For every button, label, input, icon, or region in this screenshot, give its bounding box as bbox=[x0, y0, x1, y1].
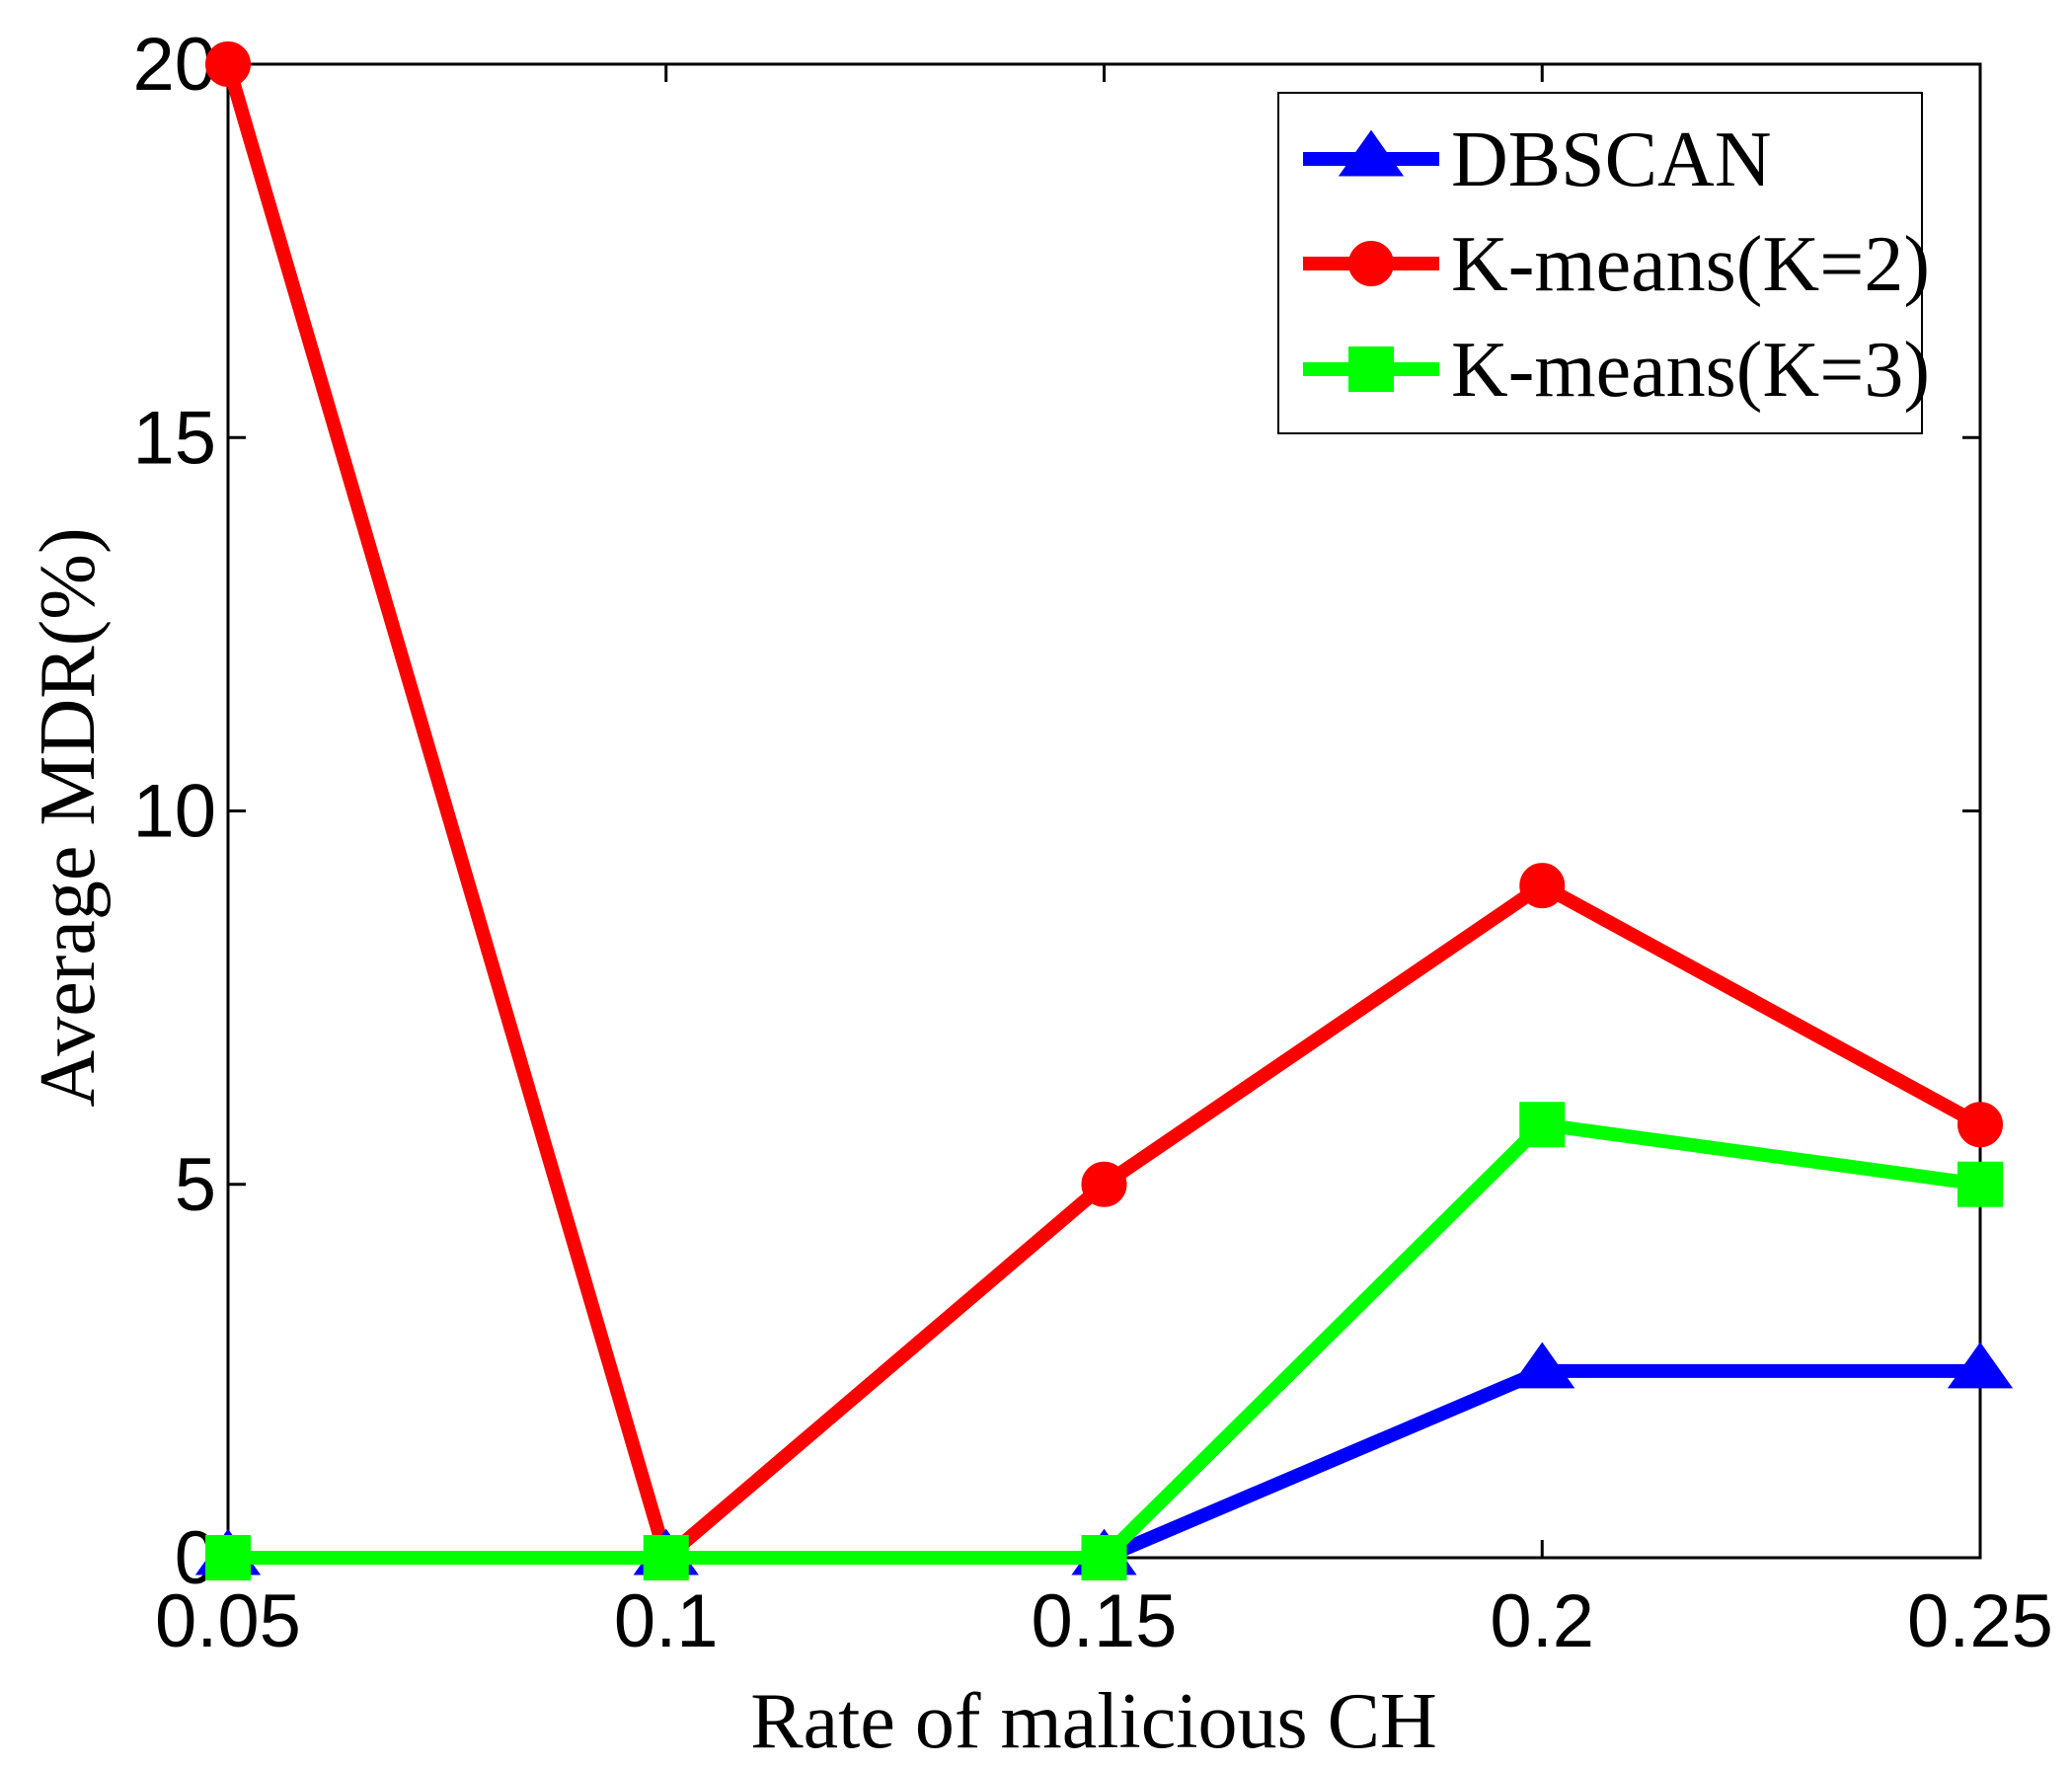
legend-item-dbscan: DBSCAN bbox=[1303, 116, 1772, 203]
data-point-k-means-k-2 bbox=[1957, 1102, 2003, 1148]
y-tick-label: 20 bbox=[132, 23, 216, 107]
x-tick-label: 0.25 bbox=[1907, 1579, 2053, 1663]
series-k-means-k-3 bbox=[205, 1102, 2003, 1580]
legend-label-k-means-k-2: K-means(K=2) bbox=[1451, 221, 1930, 308]
data-point-dbscan bbox=[1509, 1342, 1575, 1389]
data-point-k-means-k-3 bbox=[1957, 1161, 2003, 1207]
legend-label-dbscan: DBSCAN bbox=[1451, 116, 1772, 203]
x-axis-ticks: 0.05 0.1 0.15 0.2 0.25 bbox=[155, 64, 2053, 1663]
data-point-k-means-k-3 bbox=[205, 1535, 251, 1580]
x-axis-title: Rate of malicious CH bbox=[750, 1678, 1436, 1765]
data-point-dbscan bbox=[1947, 1342, 2014, 1389]
x-tick-label: 0.2 bbox=[1490, 1579, 1594, 1663]
legend-marker-k-means-k-2 bbox=[1348, 241, 1394, 286]
series-layer bbox=[194, 41, 2014, 1580]
legend-item-k-means-k-2: K-means(K=2) bbox=[1303, 221, 1930, 308]
data-point-k-means-k-2 bbox=[1081, 1161, 1127, 1207]
legend-item-k-means-k-3: K-means(K=3) bbox=[1303, 327, 1930, 414]
y-tick-label: 10 bbox=[132, 770, 216, 854]
legend-marker-dbscan bbox=[1338, 129, 1405, 177]
y-axis-title: Average MDR(%) bbox=[25, 527, 112, 1107]
legend-marker-k-means-k-3 bbox=[1348, 346, 1394, 392]
x-tick-label: 0.05 bbox=[155, 1579, 301, 1663]
legend: DBSCAN K-means(K=2) K-means(K=3) bbox=[1277, 92, 1930, 434]
legend-label-k-means-k-3: K-means(K=3) bbox=[1451, 327, 1930, 414]
x-tick-label: 0.15 bbox=[1032, 1579, 1178, 1663]
x-tick-label: 0.1 bbox=[614, 1579, 719, 1663]
data-point-k-means-k-2 bbox=[1519, 863, 1566, 909]
y-tick-label: 5 bbox=[175, 1143, 216, 1227]
data-point-k-means-k-3 bbox=[1081, 1535, 1127, 1580]
y-tick-label: 15 bbox=[132, 396, 216, 480]
data-point-k-means-k-3 bbox=[1519, 1102, 1566, 1148]
data-point-k-means-k-3 bbox=[643, 1535, 689, 1580]
data-point-k-means-k-2 bbox=[205, 41, 251, 87]
